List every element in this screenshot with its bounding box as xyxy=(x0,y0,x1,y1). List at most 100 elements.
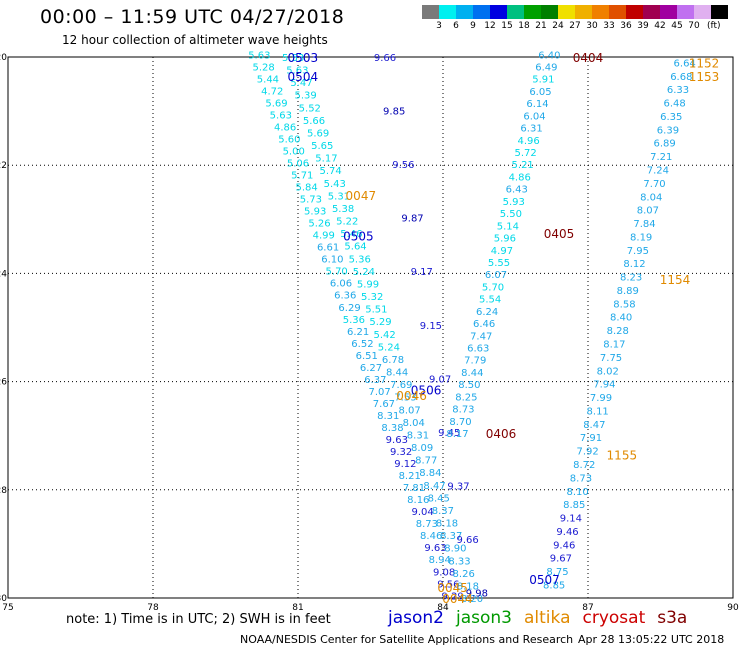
wave-height-value: 5.31 xyxy=(328,191,350,202)
pass-time-label: 1152 xyxy=(689,56,720,70)
wave-height-value: 5.52 xyxy=(299,103,321,114)
wave-height-value: 8.94 xyxy=(429,555,451,566)
wave-height-value: 5.64 xyxy=(344,242,366,253)
legend-swatch xyxy=(422,5,439,19)
wave-height-value: 5.24 xyxy=(353,267,375,278)
lon-tick-label: 78 xyxy=(147,603,159,613)
wave-height-value: 5.72 xyxy=(515,148,537,159)
lon-tick-label: 84 xyxy=(437,603,449,613)
timestamp-line: Apr 28 13:05:22 UTC 2018 xyxy=(578,633,725,646)
wave-height-value: 9.32 xyxy=(390,447,412,458)
wave-height-value: 7.99 xyxy=(590,393,612,404)
legend-tick-label: 39 xyxy=(637,21,649,31)
wave-height-value: 9.15 xyxy=(420,321,442,332)
wave-height-value: 8.23 xyxy=(620,273,642,284)
legend-swatch xyxy=(524,5,541,19)
pass-time-label: 0406 xyxy=(486,427,517,441)
legend-tick-label: 42 xyxy=(654,21,666,31)
wave-height-value: 6.40 xyxy=(538,50,560,61)
wave-height-value: 9.08 xyxy=(433,567,455,578)
wave-height-value: 9.12 xyxy=(394,459,416,470)
wave-height-value: 5.99 xyxy=(357,279,379,290)
legend-tick-label: 15 xyxy=(501,21,513,31)
wave-height-value: 8.12 xyxy=(623,259,645,270)
wave-height-value: 5.44 xyxy=(257,74,279,85)
wave-height-value: 7.47 xyxy=(470,331,492,342)
satellite-name: altika xyxy=(524,608,571,628)
wave-height-value: 8.31 xyxy=(377,411,399,422)
pass-time-label: 0504 xyxy=(288,70,319,84)
legend-tick-label: 45 xyxy=(671,21,683,31)
wave-height-value: 5.26 xyxy=(308,219,330,230)
wave-height-value: 9.04 xyxy=(411,507,433,518)
wave-height-value: 9.66 xyxy=(457,535,479,546)
wave-height-value: 8.16 xyxy=(407,495,429,506)
wave-height-value: 5.22 xyxy=(336,217,358,228)
wave-height-value: 5.38 xyxy=(332,204,354,215)
wave-height-value: 8.20 xyxy=(461,594,483,605)
wave-height-value: 9.85 xyxy=(383,107,405,118)
wave-height-value: 5.65 xyxy=(311,141,333,152)
wave-height-value: 7.92 xyxy=(576,447,598,458)
wave-height-value: 8.21 xyxy=(399,471,421,482)
wave-height-value: 8.37 xyxy=(440,531,462,542)
wave-height-value: 5.51 xyxy=(365,305,387,316)
wave-height-value: 4.86 xyxy=(274,122,296,133)
wave-height-value: 8.90 xyxy=(444,544,466,555)
wave-height-value: 8.25 xyxy=(455,392,477,403)
wave-height-value: 8.11 xyxy=(587,406,609,417)
pass-time-label: 0506 xyxy=(411,384,442,398)
wave-height-value: 9.17 xyxy=(411,267,433,278)
wave-height-value: 8.70 xyxy=(449,417,471,428)
wave-height-value: 9.63 xyxy=(424,543,446,554)
wave-height-value: 5.70 xyxy=(482,282,504,293)
legend-swatch xyxy=(575,5,592,19)
map-frame xyxy=(7,56,734,599)
wave-height-value: 8.40 xyxy=(610,313,632,324)
lat-tick-label: -28 xyxy=(0,486,7,496)
wave-height-value: 6.51 xyxy=(356,351,378,362)
legend-swatch xyxy=(626,5,643,19)
wave-height-value: 8.19 xyxy=(630,232,652,243)
wave-height-value: 6.68 xyxy=(670,72,692,83)
pass-time-label: 0044 xyxy=(442,592,473,606)
wave-height-value: 5.17 xyxy=(315,154,337,165)
wave-height-value: 5.28 xyxy=(252,62,274,73)
wave-height-value: 5.63 xyxy=(270,110,292,121)
wave-height-value: 8.84 xyxy=(419,468,441,479)
wave-height-value: 5.71 xyxy=(291,171,313,182)
wave-height-value: 6.52 xyxy=(351,339,373,350)
wave-height-value: 8.73 xyxy=(570,473,592,484)
wave-height-value: 9.66 xyxy=(374,53,396,64)
wave-height-value: 8.37 xyxy=(432,506,454,517)
legend-tick-label: 70 xyxy=(688,21,700,31)
wave-height-value: 8.17 xyxy=(446,429,468,440)
legend-swatch xyxy=(558,5,575,19)
legend-tick-label: 6 xyxy=(453,21,459,31)
wave-height-value: 5.63 xyxy=(248,50,270,61)
wave-height-value: 8.04 xyxy=(640,192,662,203)
wave-height-value: 8.18 xyxy=(457,581,479,592)
credit-line: NOAA/NESDIS Center for Satellite Applica… xyxy=(240,633,574,646)
legend-tick-label: 18 xyxy=(518,21,530,31)
legend-tick-label: 3 xyxy=(436,21,442,31)
wave-height-value: 7.53 xyxy=(394,393,416,404)
wave-height-value: 8.26 xyxy=(453,569,475,580)
wave-height-value: 6.37 xyxy=(364,375,386,386)
wave-height-value: 6.33 xyxy=(667,85,689,96)
legend-swatch xyxy=(643,5,660,19)
wave-height-value: 8.28 xyxy=(607,326,629,337)
wave-height-value: 6.39 xyxy=(657,125,679,136)
wave-height-value: 9.67 xyxy=(550,554,572,565)
wave-height-value: 7.69 xyxy=(390,380,412,391)
wave-height-value: 5.29 xyxy=(369,317,391,328)
wave-height-value: 7.70 xyxy=(643,179,665,190)
wave-height-value: 5.55 xyxy=(488,258,510,269)
wave-height-value: 7.07 xyxy=(368,387,390,398)
map-note: note: 1) Time is in UTC; 2) SWH is in fe… xyxy=(66,612,331,627)
wave-height-value: 6.89 xyxy=(653,139,675,150)
lat-tick-label: -22 xyxy=(0,161,7,171)
wave-height-value: 5.74 xyxy=(319,166,341,177)
legend-swatch xyxy=(694,5,711,19)
